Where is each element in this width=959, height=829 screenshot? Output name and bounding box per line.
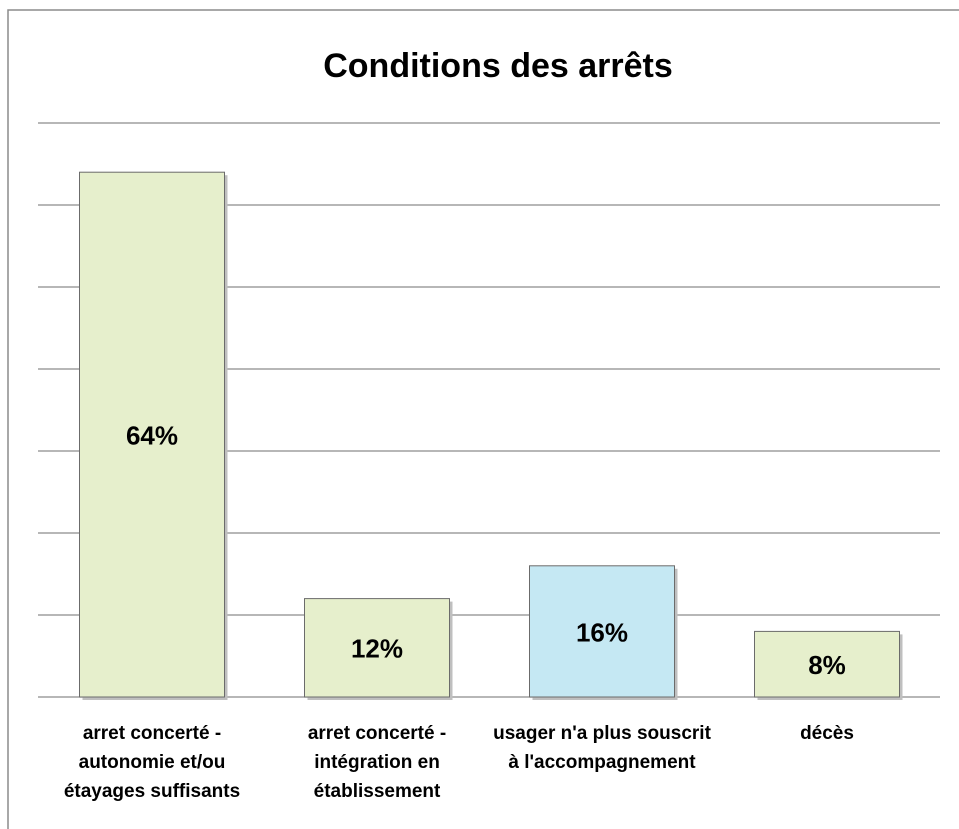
chart-frame	[7, 9, 959, 829]
chart-title: Conditions des arrêts	[323, 47, 673, 85]
x-tick-label: usager n'a plus souscrit à l'accompagnem…	[493, 723, 711, 773]
bar	[529, 565, 675, 698]
x-tick-label: arret concerté - autonomie et/ou étayage…	[63, 723, 241, 802]
bar	[79, 171, 225, 698]
x-tick-label: arret concerté - intégration en établiss…	[307, 723, 447, 802]
bar	[754, 630, 900, 698]
value-label: 12%	[351, 634, 403, 664]
value-label: 64%	[126, 420, 178, 450]
x-tick-label: décès	[800, 723, 854, 744]
value-label: 16%	[576, 617, 628, 647]
value-label: 8%	[808, 650, 846, 680]
bar	[304, 598, 450, 698]
